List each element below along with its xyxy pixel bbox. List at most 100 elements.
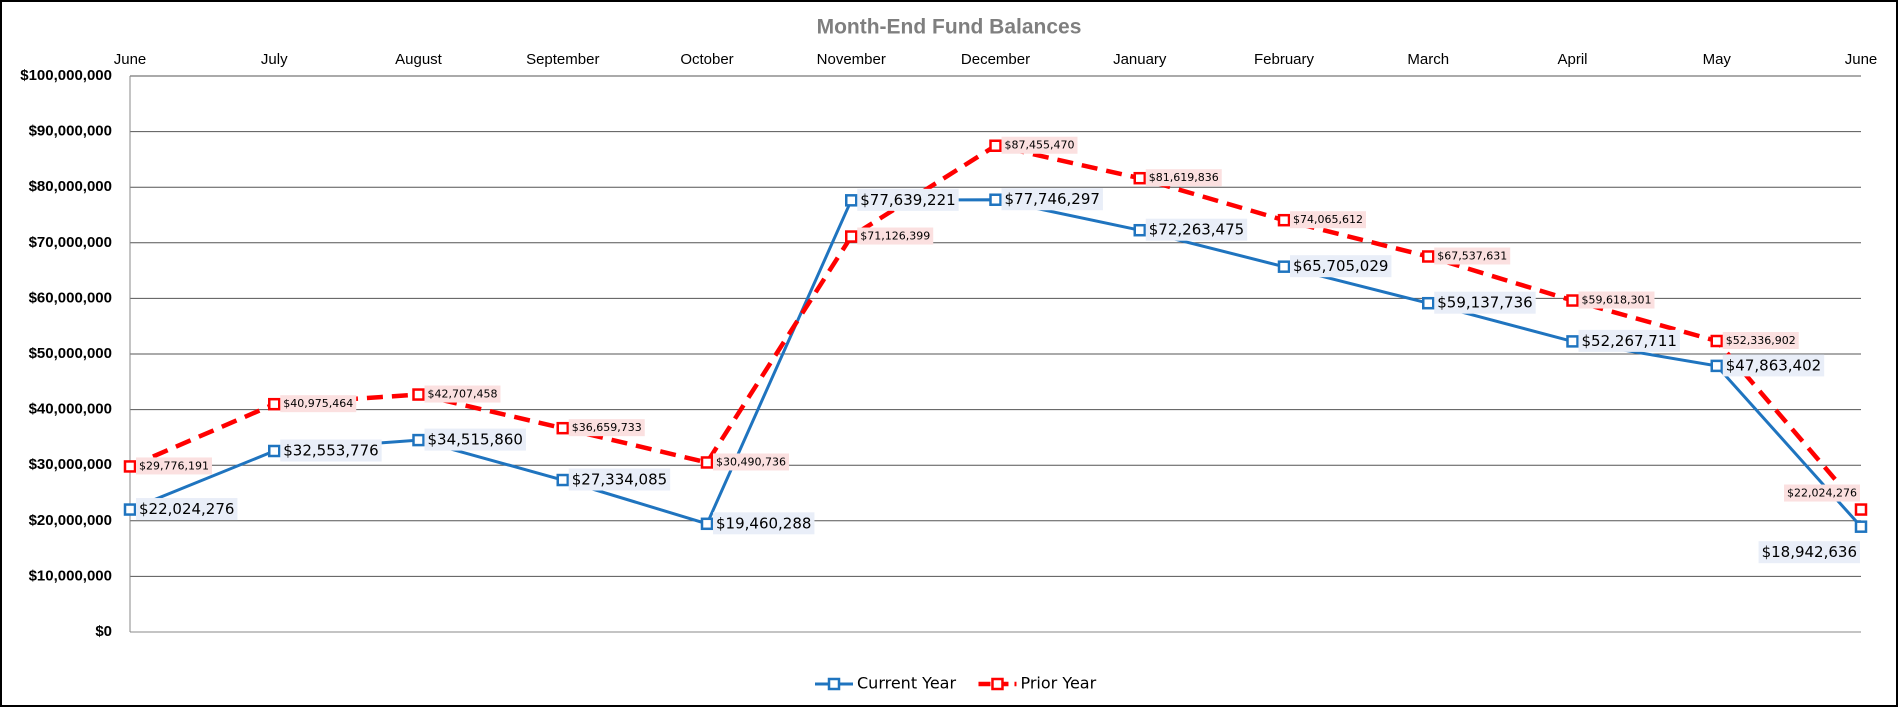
data-label: $42,707,458: [428, 388, 498, 401]
data-label-group: $40,975,464: [280, 395, 357, 413]
marker: [556, 473, 569, 487]
y-tick-label: $40,000,000: [29, 401, 112, 418]
data-label-group: $77,746,297: [1001, 188, 1103, 211]
data-label-group: $59,618,301: [1578, 291, 1655, 309]
data-label-group: $22,024,276: [136, 498, 238, 521]
data-label: $34,515,860: [428, 431, 523, 449]
data-label-bg: [857, 227, 934, 245]
data-label-group: $34,515,860: [424, 428, 526, 451]
data-label: $32,553,776: [283, 442, 378, 460]
data-label: $52,267,711: [1582, 332, 1677, 350]
y-tick-label: $70,000,000: [29, 234, 112, 251]
y-tick-label: $20,000,000: [29, 512, 112, 529]
marker: [268, 444, 281, 458]
x-tick-label: April: [1557, 51, 1587, 68]
marker: [845, 194, 858, 207]
x-tick-label: January: [1113, 51, 1167, 68]
data-label-bg: [568, 468, 671, 491]
y-tick-label: $100,000,000: [20, 67, 112, 84]
data-label: $36,659,733: [572, 421, 642, 434]
data-label: $81,619,836: [1149, 171, 1219, 184]
data-label-group: $36,659,733: [568, 419, 645, 437]
data-label-group: $81,619,836: [1145, 169, 1222, 187]
y-tick-label: $30,000,000: [29, 456, 112, 473]
data-label-group: $52,336,902: [1722, 332, 1799, 350]
data-label: $71,126,399: [860, 230, 930, 243]
y-tick-label: $90,000,000: [29, 123, 112, 140]
x-tick-label: March: [1407, 51, 1449, 68]
marker: [1133, 223, 1146, 237]
data-label-group: $77,639,221: [857, 188, 959, 211]
marker: [1277, 213, 1291, 227]
legend-label: Current Year: [857, 674, 956, 693]
marker: [1854, 503, 1868, 516]
marker: [700, 517, 714, 531]
y-tick-label: $60,000,000: [29, 289, 112, 306]
legend-marker: [827, 677, 841, 691]
marker: [1133, 171, 1146, 185]
y-tick-label: $10,000,000: [29, 567, 112, 584]
data-label-bg: [1145, 169, 1222, 187]
data-label-bg: [1578, 329, 1680, 352]
data-label-bg: [1290, 211, 1366, 229]
marker: [989, 139, 1002, 152]
data-label: $74,065,612: [1293, 213, 1363, 226]
x-tick-label: September: [526, 51, 599, 68]
data-label-bg: [1290, 255, 1392, 278]
data-label-bg: [1784, 484, 1860, 502]
marker: [123, 460, 137, 473]
x-tick-label: November: [817, 51, 886, 68]
data-label: $19,460,288: [716, 514, 811, 532]
data-label-group: $18,942,636: [1758, 541, 1860, 564]
data-label-group: $87,455,470: [1001, 136, 1078, 154]
data-label: $67,537,631: [1437, 249, 1507, 262]
marker: [412, 433, 425, 447]
data-label: $27,334,085: [572, 471, 667, 489]
y-tick-label: $50,000,000: [29, 345, 112, 362]
data-label-group: $74,065,612: [1290, 211, 1366, 229]
data-label-bg: [1758, 541, 1860, 564]
y-tick-label: $0: [95, 623, 112, 640]
x-tick-label: June: [1845, 51, 1878, 68]
marker: [1277, 260, 1291, 273]
data-label-bg: [280, 395, 357, 413]
x-tick-label: February: [1254, 51, 1315, 68]
data-label-bg: [568, 419, 645, 437]
data-label: $59,137,736: [1437, 294, 1532, 312]
data-label-bg: [424, 428, 526, 451]
data-label: $22,024,276: [139, 500, 234, 518]
data-label-bg: [857, 188, 959, 211]
data-label-group: $30,490,736: [713, 453, 789, 471]
marker: [1422, 296, 1435, 310]
marker: [1566, 294, 1579, 307]
marker: [123, 503, 137, 516]
data-label-bg: [136, 498, 238, 521]
data-label-bg: [713, 453, 789, 471]
y-tick-label: $80,000,000: [29, 178, 112, 195]
data-label-bg: [1001, 136, 1078, 154]
data-label-bg: [1722, 332, 1799, 350]
chart-title: Month-End Fund Balances: [817, 16, 1082, 39]
data-label: $52,336,902: [1726, 334, 1796, 347]
x-tick-label: June: [114, 51, 147, 68]
data-label-group: $52,267,711: [1578, 329, 1680, 352]
x-tick-label: July: [261, 51, 288, 68]
data-label-group: $19,460,288: [713, 512, 815, 535]
data-label: $18,942,636: [1762, 543, 1857, 561]
legend-marker: [991, 677, 1004, 691]
data-label-bg: [280, 439, 382, 462]
data-label-group: $32,553,776: [280, 439, 382, 462]
marker: [1854, 520, 1868, 533]
data-label: $77,639,221: [860, 191, 955, 209]
marker: [845, 230, 858, 243]
data-label: $77,746,297: [1005, 190, 1100, 208]
data-label: $59,618,301: [1582, 294, 1652, 307]
data-label: $40,975,464: [283, 397, 353, 410]
data-label-bg: [1578, 291, 1655, 309]
data-label: $30,490,736: [716, 455, 786, 468]
data-label-group: $42,707,458: [424, 385, 501, 403]
marker: [1710, 359, 1723, 373]
data-label: $72,263,475: [1149, 221, 1244, 239]
data-label-group: $22,024,276: [1784, 484, 1860, 502]
